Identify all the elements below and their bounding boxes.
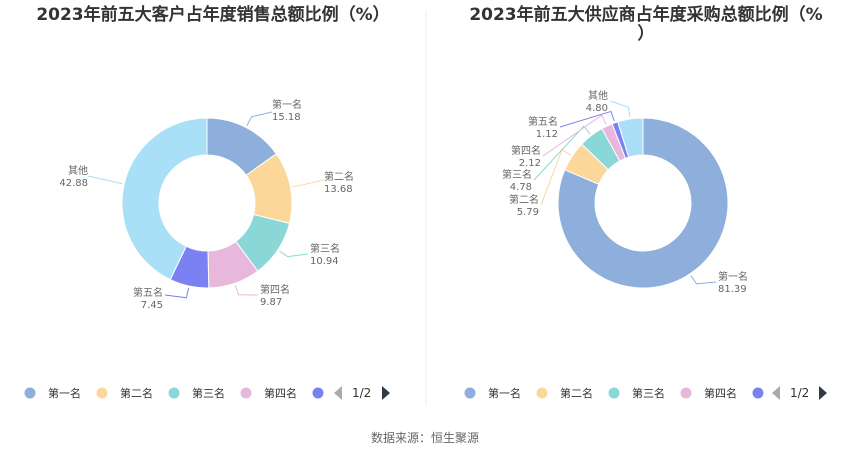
leader-line-0-4 (164, 287, 190, 299)
slice-label-name-0-1: 第二名 (324, 170, 354, 183)
legend-marker-1-3[interactable] (680, 387, 692, 399)
slice-label-name-1-4: 第五名 (528, 115, 558, 128)
supplier-chart-title-line-1: 2023年前五大供应商占年度采购总额比例（% (469, 4, 822, 25)
slice-label-name-0-2: 第三名 (310, 242, 340, 255)
slice-label-value-1-2: 4.78 (510, 182, 532, 193)
slice-label-name-1-5: 其他 (588, 89, 608, 102)
slice-label-name-0-4: 第五名 (133, 286, 163, 299)
leader-line-0-2 (279, 250, 309, 258)
slice-label-name-0-5: 其他 (68, 164, 88, 177)
supplier-chart-title-line-2: ） (638, 23, 655, 44)
legend-marker-1-2[interactable] (608, 387, 620, 399)
legend-next-page-icon-1[interactable] (819, 386, 827, 400)
legend-marker-1-0[interactable] (464, 387, 476, 399)
leader-line-1-4 (559, 110, 615, 128)
customer-chart-legend: 第一名 第二名 第三名 第四名 1/2 (24, 386, 390, 400)
slice-label-value-0-3: 9.87 (260, 297, 282, 308)
slice-label-name-1-2: 第三名 (502, 168, 532, 181)
leader-line-1-0 (690, 275, 717, 285)
leader-line-1-2 (533, 125, 591, 181)
customer-chart-title: 2023年前五大客户占年度销售总额比例（%） (36, 4, 389, 25)
slice-label-value-0-0: 15.18 (272, 112, 301, 123)
legend-marker-0-4[interactable] (312, 387, 324, 399)
leader-line-0-5 (87, 175, 123, 185)
slice-label-value-1-0: 81.39 (718, 284, 747, 295)
legend-label-1-2[interactable]: 第三名 (632, 386, 665, 400)
leader-line-1-5 (609, 100, 631, 118)
customer-chart: 2023年前五大客户占年度销售总额比例（%） 第一名15.18第二名13.68第… (24, 4, 390, 400)
slice-label-value-1-3: 2.12 (519, 158, 541, 169)
legend-label-1-0[interactable]: 第一名 (488, 386, 521, 400)
leader-line-1-3 (542, 114, 607, 157)
slice-label-name-0-3: 第四名 (260, 283, 290, 296)
legend-label-0-2[interactable]: 第三名 (192, 386, 225, 400)
slice-label-value-0-5: 42.88 (59, 178, 88, 189)
legend-marker-1-1[interactable] (536, 387, 548, 399)
legend-marker-0-3[interactable] (240, 387, 252, 399)
legend-label-1-3[interactable]: 第四名 (704, 386, 737, 400)
slice-label-name-1-3: 第四名 (511, 144, 541, 157)
legend-label-0-3[interactable]: 第四名 (264, 386, 297, 400)
legend-page-indicator-1: 1/2 (790, 386, 809, 400)
legend-page-indicator-0: 1/2 (352, 386, 371, 400)
slice-label-value-1-4: 1.12 (536, 129, 558, 140)
slice-label-name-0-0: 第一名 (272, 98, 302, 111)
legend-next-page-icon-0[interactable] (382, 386, 390, 400)
slice-label-name-1-0: 第一名 (718, 270, 748, 283)
customer-chart-slices (121, 117, 293, 289)
legend-marker-0-2[interactable] (168, 387, 180, 399)
legend-label-0-0[interactable]: 第一名 (48, 386, 81, 400)
supplier-chart: 2023年前五大供应商占年度采购总额比例（% ） 第一名81.39第二名5.79… (464, 4, 827, 400)
legend-marker-1-4[interactable] (752, 387, 764, 399)
leader-line-0-3 (234, 285, 259, 296)
slice-1-0[interactable] (557, 117, 729, 289)
legend-marker-0-0[interactable] (24, 387, 36, 399)
slice-1-5[interactable] (617, 117, 644, 158)
supplier-chart-slices (557, 117, 729, 289)
slice-label-value-1-5: 4.80 (586, 103, 608, 114)
slice-0-5[interactable] (121, 117, 208, 281)
slice-label-name-1-1: 第二名 (509, 193, 539, 206)
supplier-chart-legend: 第一名 第二名 第三名 第四名 1/2 (464, 386, 827, 400)
leader-line-0-1 (292, 179, 325, 188)
slice-label-value-0-1: 13.68 (324, 184, 353, 195)
legend-prev-page-icon-0[interactable] (334, 386, 342, 400)
slice-label-value-1-1: 5.79 (517, 207, 539, 218)
slice-label-value-0-4: 7.45 (141, 300, 163, 311)
data-source: 数据来源：恒生聚源 (371, 430, 479, 445)
slice-label-value-0-2: 10.94 (310, 256, 339, 267)
legend-marker-0-1[interactable] (96, 387, 108, 399)
legend-prev-page-icon-1[interactable] (772, 386, 780, 400)
legend-label-0-1[interactable]: 第二名 (120, 386, 153, 400)
legend-label-1-1[interactable]: 第二名 (560, 386, 593, 400)
leader-line-0-0 (246, 111, 273, 126)
